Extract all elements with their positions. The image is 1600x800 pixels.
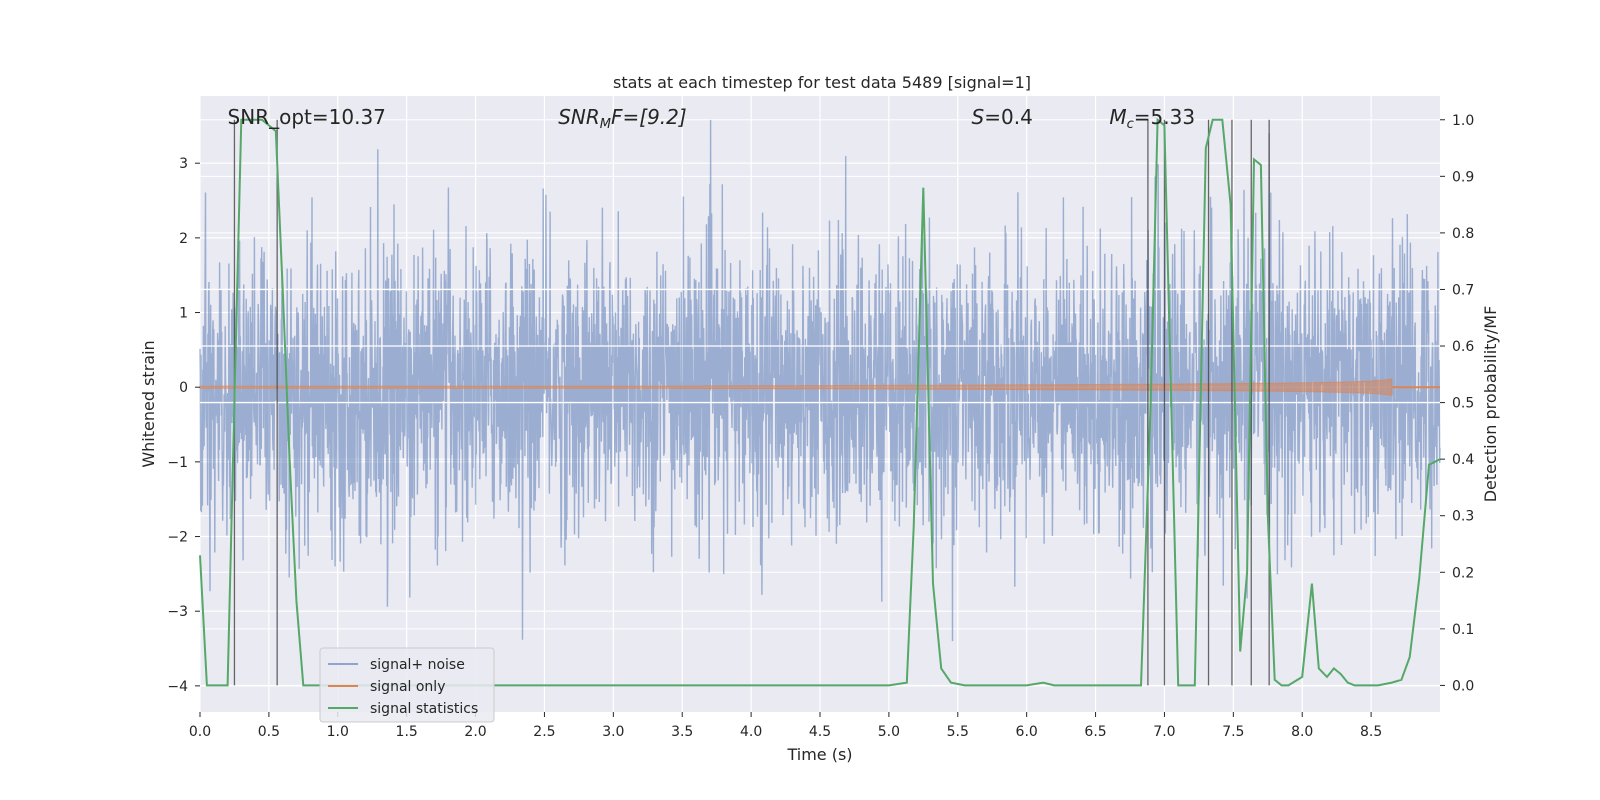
x-tick-label: 6.0 <box>1016 724 1038 740</box>
legend-label-statistics: signal statistics <box>370 701 478 717</box>
x-tick-label: 4.0 <box>740 724 762 740</box>
noise-line <box>199 119 1441 642</box>
y-right-tick-label: 0.2 <box>1452 565 1474 581</box>
y-right-tick-label: 0.4 <box>1452 452 1474 468</box>
y-axis-label-left: Whitened strain <box>139 340 158 467</box>
x-tick-label: 5.0 <box>878 724 900 740</box>
x-tick-label: 6.5 <box>1084 724 1106 740</box>
legend-label-signal: signal only <box>370 679 445 695</box>
probability-series <box>199 117 1441 687</box>
annotation-2: S=0.4 <box>972 105 1033 129</box>
x-tick-label: 0.5 <box>258 724 280 740</box>
annotation-3: Mc=5.33 <box>1109 105 1195 132</box>
y-left-tick-label: −2 <box>167 530 188 546</box>
x-tick-label: 4.5 <box>809 724 831 740</box>
legend-box <box>319 647 495 723</box>
x-tick-label: 2.0 <box>464 724 486 740</box>
y-right-tick-label: 1.0 <box>1452 113 1474 129</box>
y-right-tick-label: 0.6 <box>1452 339 1474 355</box>
x-tick-label: 1.0 <box>327 724 349 740</box>
y-right-tick-label: 0.5 <box>1452 396 1474 412</box>
legend-label-noise: signal+ noise <box>370 657 465 673</box>
y-axis-label-right: Detection probability/MF <box>1481 306 1500 503</box>
y-left-tick-label: −4 <box>167 679 188 695</box>
x-tick-label: 0.0 <box>189 724 211 740</box>
probability-line <box>199 117 1441 687</box>
chart-title: stats at each timestep for test data 548… <box>613 73 1031 92</box>
y-right-tick-label: 0.0 <box>1452 678 1474 694</box>
y-left-tick-label: 0 <box>179 380 188 396</box>
annotation-1: SNRMF=[9.2] <box>558 105 686 132</box>
x-tick-label: 2.5 <box>533 724 555 740</box>
y-left-tick-label: 3 <box>179 156 188 172</box>
y-left-tick-label: −3 <box>167 604 188 620</box>
y-right-tick-label: 0.7 <box>1452 282 1474 298</box>
y-right-tick-label: 0.9 <box>1452 169 1474 185</box>
x-tick-label: 8.0 <box>1291 724 1313 740</box>
chirp-series <box>199 378 1440 397</box>
x-tick-label: 7.0 <box>1153 724 1175 740</box>
x-axis-label: Time (s) <box>786 745 852 764</box>
x-tick-label: 7.5 <box>1222 724 1244 740</box>
x-tick-label: 1.5 <box>396 724 418 740</box>
x-tick-label: 3.0 <box>602 724 624 740</box>
x-tick-label: 8.5 <box>1360 724 1382 740</box>
y-left-tick-label: 1 <box>179 306 188 322</box>
annotations: SNR_opt=10.37 SNRMF=[9.2] S=0.4 Mc=5.33 <box>228 105 1195 132</box>
legend: signal+ noise signal only signal statist… <box>319 647 495 723</box>
y-left-tick-label: 2 <box>179 231 188 247</box>
y-left-tick-label: −1 <box>167 455 188 471</box>
y-right-tick-label: 0.3 <box>1452 509 1474 525</box>
x-tick-label: 3.5 <box>671 724 693 740</box>
chirp-envelope <box>199 378 1393 397</box>
y-right-tick-label: 0.1 <box>1452 622 1474 638</box>
noise-series <box>199 119 1441 642</box>
axes: 0.0 0.5 1.0 1.5 2.0 2.5 3.0 3.5 4.0 4.5 5.0 5.5 6.0 6… <box>167 113 1474 740</box>
annotation-0: SNR_opt=10.37 <box>228 105 386 129</box>
y-right-tick-label: 0.8 <box>1452 226 1474 242</box>
x-tick-label: 5.5 <box>947 724 969 740</box>
